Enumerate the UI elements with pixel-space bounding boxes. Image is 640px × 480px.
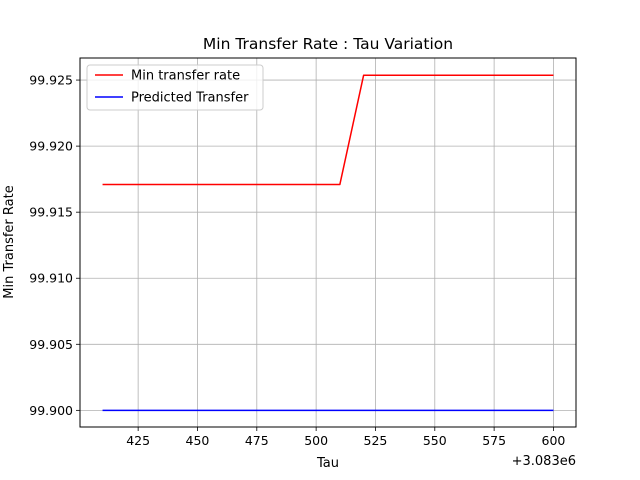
y-tick-label: 99.900 — [29, 403, 73, 418]
y-tick-label: 99.910 — [29, 271, 73, 286]
x-tick-label: 525 — [364, 433, 388, 448]
series-line-1 — [102, 74, 554, 186]
y-tick-label: 99.905 — [29, 337, 73, 352]
y-axis-ticks: 99.900 99.905 99.910 99.915 99.920 99.925 — [29, 73, 80, 418]
legend-label: Min transfer rate — [131, 69, 240, 84]
x-gridlines — [137, 58, 554, 427]
y-tick-label: 99.925 — [29, 73, 73, 88]
x-tick-label: 450 — [186, 433, 210, 448]
x-tick-label: 550 — [423, 433, 447, 448]
legend: Min transfer rate Predicted Transfer — [86, 64, 264, 111]
x-tick-label: 500 — [304, 433, 328, 448]
x-axis-label: Tau — [316, 456, 339, 471]
x-axis-offset-label: +3.083e6 — [512, 454, 576, 469]
legend-label: Predicted Transfer — [131, 91, 249, 106]
x-tick-label: 600 — [542, 433, 566, 448]
x-tick-label: 425 — [126, 433, 150, 448]
y-axis-label: Min Transfer Rate — [2, 185, 17, 298]
y-tick-label: 99.915 — [29, 205, 73, 220]
plot-area — [80, 58, 576, 427]
y-tick-label: 99.920 — [29, 139, 73, 154]
series-lines — [102, 74, 554, 412]
plot-frame — [79, 57, 577, 428]
x-tick-label: 475 — [245, 433, 269, 448]
chart-title: Min Transfer Rate : Tau Variation — [203, 35, 453, 53]
x-axis-ticks: 425 450 475 500 525 550 575 600 — [126, 427, 565, 448]
x-tick-label: 575 — [482, 433, 506, 448]
legend-box — [86, 64, 264, 111]
